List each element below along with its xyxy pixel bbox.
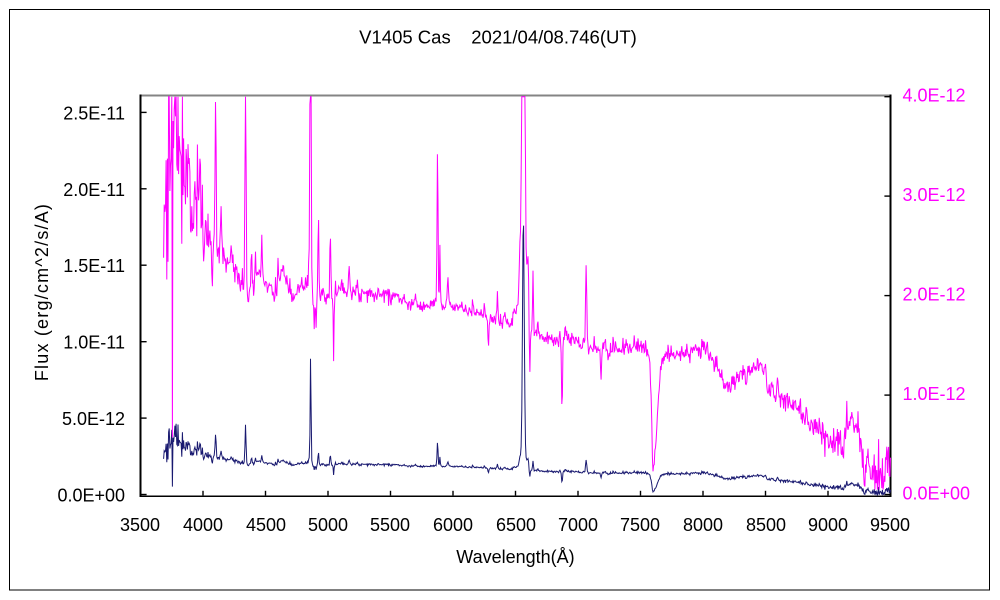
svg-text:1.0E-12: 1.0E-12: [903, 384, 966, 404]
svg-text:1.5E-11: 1.5E-11: [63, 256, 125, 276]
svg-text:7000: 7000: [558, 515, 598, 535]
svg-text:4.0E-12: 4.0E-12: [903, 86, 966, 106]
svg-text:2.0E-11: 2.0E-11: [63, 180, 125, 200]
svg-text:8000: 8000: [683, 515, 723, 535]
svg-text:Wavelength(Å): Wavelength(Å): [456, 547, 574, 567]
svg-text:9500: 9500: [870, 515, 910, 535]
svg-text:2.5E-11: 2.5E-11: [63, 103, 125, 123]
svg-text:0.0E+00: 0.0E+00: [57, 486, 125, 506]
svg-text:5500: 5500: [370, 515, 410, 535]
svg-text:0.0E+00: 0.0E+00: [903, 484, 971, 504]
svg-text:8500: 8500: [746, 515, 786, 535]
svg-text:6500: 6500: [496, 515, 536, 535]
svg-text:5.0E-12: 5.0E-12: [62, 409, 125, 429]
svg-text:3500: 3500: [120, 515, 160, 535]
svg-text:9000: 9000: [808, 515, 848, 535]
svg-text:6000: 6000: [433, 515, 473, 535]
svg-text:5000: 5000: [308, 515, 348, 535]
svg-text:Flux (erg/cm^2/s/A): Flux (erg/cm^2/s/A): [32, 203, 52, 381]
svg-text:3.0E-12: 3.0E-12: [903, 185, 966, 205]
svg-text:4000: 4000: [183, 515, 223, 535]
svg-text:V1405 Cas 2021/04/08.746(UT: V1405 Cas 2021/04/08.746(UT): [359, 27, 637, 48]
svg-text:7500: 7500: [620, 515, 660, 535]
svg-text:4500: 4500: [246, 515, 286, 535]
svg-text:1.0E-11: 1.0E-11: [63, 333, 125, 353]
svg-text:2.0E-12: 2.0E-12: [903, 285, 966, 305]
